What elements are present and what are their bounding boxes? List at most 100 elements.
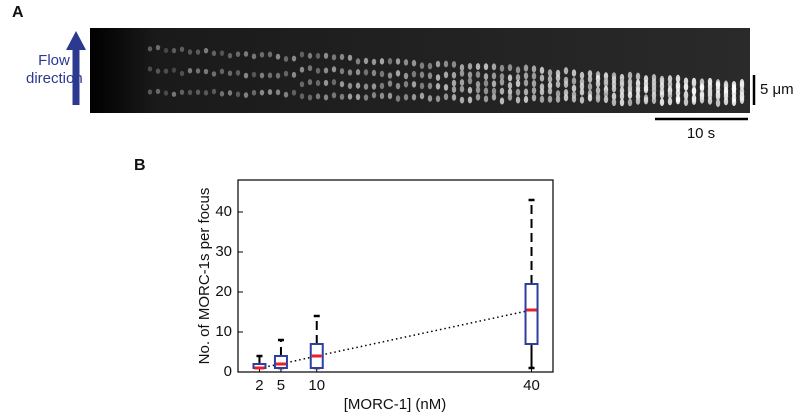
spot xyxy=(435,95,441,103)
spot xyxy=(547,69,553,77)
spot xyxy=(587,70,593,78)
spot xyxy=(427,62,433,70)
spot xyxy=(475,81,481,88)
spot xyxy=(371,92,377,99)
spot xyxy=(627,78,633,86)
spot xyxy=(419,62,425,69)
spot xyxy=(195,89,201,95)
spot xyxy=(499,64,505,72)
spot xyxy=(411,59,417,67)
y-tick-label: 40 xyxy=(215,203,232,220)
y-tick-label: 0 xyxy=(224,363,232,380)
spot xyxy=(307,94,313,101)
spot xyxy=(227,52,233,59)
spot xyxy=(691,96,697,105)
spot xyxy=(579,96,585,104)
spot xyxy=(411,70,417,78)
spot xyxy=(275,89,281,96)
spot xyxy=(283,91,289,98)
spot xyxy=(523,95,529,103)
spot xyxy=(203,68,209,75)
spot xyxy=(459,96,465,104)
spot xyxy=(435,82,441,90)
spot xyxy=(347,93,353,100)
spot xyxy=(483,79,489,87)
spot xyxy=(331,66,337,73)
spot xyxy=(595,80,601,88)
spot xyxy=(611,98,617,107)
spot xyxy=(299,81,305,88)
spot xyxy=(691,87,697,96)
spot xyxy=(523,88,529,96)
spot xyxy=(451,71,457,79)
spot xyxy=(187,49,193,55)
spot xyxy=(363,69,369,76)
spot xyxy=(355,69,361,76)
spot xyxy=(443,71,449,79)
spot xyxy=(395,95,401,102)
spot xyxy=(323,52,329,59)
spot xyxy=(427,82,433,90)
spot xyxy=(507,93,513,101)
spot xyxy=(235,91,241,98)
spot xyxy=(355,82,361,89)
spot xyxy=(635,97,641,105)
spot xyxy=(371,83,377,90)
spot xyxy=(451,61,457,68)
spot xyxy=(179,89,185,95)
spot xyxy=(307,65,313,72)
spot xyxy=(539,88,545,96)
spot xyxy=(163,90,169,96)
spot xyxy=(539,95,545,103)
spot xyxy=(379,92,385,100)
spot xyxy=(243,92,249,98)
spot xyxy=(619,80,625,89)
spot xyxy=(587,82,593,91)
spot xyxy=(395,58,401,65)
spot xyxy=(419,92,425,100)
spot xyxy=(571,77,577,85)
spot xyxy=(491,72,497,80)
spot xyxy=(643,85,649,94)
spot xyxy=(547,87,553,95)
spot xyxy=(371,69,377,77)
spot xyxy=(155,45,161,51)
spot xyxy=(651,96,657,104)
spot xyxy=(219,91,225,97)
spot xyxy=(555,74,561,82)
spot xyxy=(227,70,233,77)
spot xyxy=(531,72,537,80)
spot xyxy=(467,96,473,104)
spot xyxy=(371,58,377,66)
spot xyxy=(499,73,505,81)
spot xyxy=(259,51,265,58)
spot xyxy=(275,53,281,60)
spot xyxy=(467,71,473,79)
spot xyxy=(411,81,417,88)
spot xyxy=(299,51,305,58)
spot xyxy=(627,71,633,80)
spot xyxy=(515,96,521,104)
spot xyxy=(187,67,193,74)
spot xyxy=(531,87,537,95)
kymograph-spots xyxy=(147,45,745,108)
spot xyxy=(547,75,553,83)
spot xyxy=(267,51,273,58)
spot xyxy=(523,79,529,87)
spot xyxy=(211,88,217,95)
spot xyxy=(515,66,521,74)
spot xyxy=(243,72,249,79)
spot xyxy=(387,72,393,79)
spot xyxy=(251,53,257,60)
spot xyxy=(435,74,441,81)
spot xyxy=(683,98,689,107)
spot xyxy=(379,82,385,90)
spot xyxy=(419,71,425,79)
spot xyxy=(179,70,185,77)
spot xyxy=(443,84,449,91)
spot xyxy=(715,99,721,108)
spot xyxy=(499,87,505,95)
spot xyxy=(267,89,273,95)
flow-arrow-head xyxy=(66,31,86,50)
